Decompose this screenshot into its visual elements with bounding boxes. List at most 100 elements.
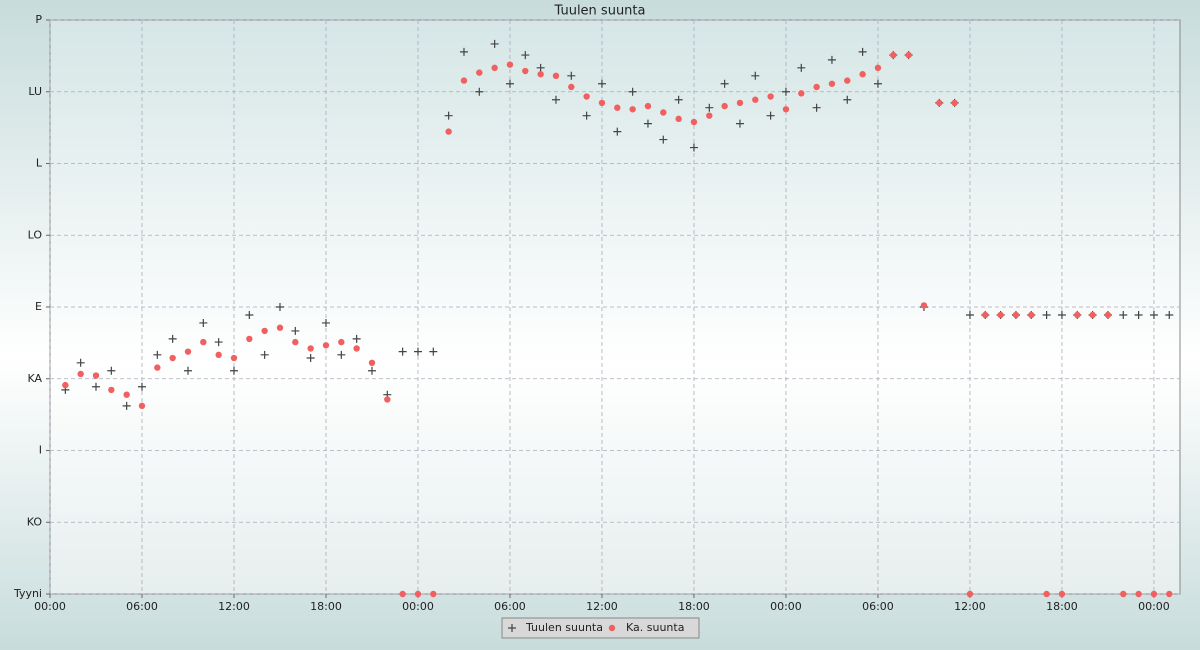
dot-marker: [966, 590, 974, 598]
y-tick-label: L: [36, 157, 43, 170]
x-tick-label: 18:00: [678, 600, 710, 613]
dot-marker: [353, 345, 360, 352]
dot-marker: [292, 338, 299, 346]
y-tick-label: KO: [27, 515, 43, 528]
dot-marker: [169, 354, 176, 362]
dot-marker: [844, 77, 851, 84]
dot-marker: [1150, 590, 1158, 598]
plus-marker: [613, 127, 622, 136]
plus-marker: [122, 401, 131, 410]
plus-marker: [720, 79, 729, 88]
dot-marker: [813, 83, 820, 91]
plus-marker: [1149, 310, 1158, 319]
dot-marker: [184, 348, 192, 355]
dot-marker: [1058, 590, 1066, 598]
legend-label: Ka. suunta: [626, 621, 684, 634]
x-tick-label: 12:00: [954, 600, 986, 613]
x-tick-label: 12:00: [218, 600, 250, 613]
plus-marker: [1119, 310, 1128, 319]
dot-marker: [1074, 311, 1081, 319]
plus-marker: [214, 338, 223, 347]
dot-marker: [338, 338, 345, 346]
plus-marker: [459, 47, 468, 56]
x-tick-label: 18:00: [310, 600, 342, 613]
y-tick-label: Tyyni: [13, 587, 42, 600]
x-tick-label: 06:00: [126, 600, 158, 613]
y-tick-label: E: [35, 300, 42, 313]
plus-marker: [812, 103, 821, 112]
dot-marker: [598, 99, 606, 107]
dot-marker: [322, 342, 330, 349]
dot-marker: [92, 372, 100, 379]
plus-marker: [567, 71, 576, 80]
x-tick-label: 12:00: [586, 600, 618, 613]
x-tick-label: 06:00: [862, 600, 894, 613]
plus-marker: [551, 95, 560, 104]
plus-marker: [367, 366, 376, 375]
dot-marker: [752, 96, 759, 103]
x-tick-label: 06:00: [494, 600, 526, 613]
plus-marker: [199, 318, 208, 327]
dot-marker: [736, 99, 744, 107]
y-tick-label: LO: [28, 228, 43, 241]
dot-marker: [828, 80, 836, 87]
dot-marker: [154, 364, 161, 371]
plus-marker: [275, 303, 284, 311]
plus-marker: [1134, 310, 1143, 319]
plus-marker: [582, 111, 591, 120]
plus-marker: [536, 63, 545, 72]
plus-marker: [521, 51, 530, 60]
plus-marker: [76, 358, 85, 367]
plus-marker: [183, 366, 192, 375]
plus-marker: [705, 103, 714, 112]
plus-marker: [858, 47, 867, 56]
dot-marker: [629, 106, 636, 113]
plus-marker: [306, 354, 315, 363]
dot-marker: [905, 51, 912, 59]
dot-marker: [936, 99, 943, 107]
dot-marker: [506, 61, 514, 68]
dot-marker: [1043, 590, 1050, 598]
y-tick-label: I: [39, 444, 42, 457]
plus-marker: [413, 347, 422, 356]
plus-marker: [291, 326, 300, 335]
dot-marker: [108, 386, 115, 394]
dot-marker: [138, 402, 146, 410]
legend-label: Tuulen suunta: [525, 621, 603, 634]
dot-marker: [476, 69, 483, 76]
dot-marker: [721, 102, 728, 110]
plus-marker: [1057, 310, 1066, 319]
dot-marker: [230, 354, 238, 362]
dot-marker: [77, 370, 84, 378]
dot-marker: [782, 106, 790, 113]
plus-marker: [337, 350, 346, 359]
plus-marker: [444, 111, 453, 120]
plus-marker: [965, 310, 974, 319]
dot-marker: [568, 83, 575, 91]
dot-marker: [583, 93, 590, 100]
plus-marker: [827, 55, 836, 64]
dot-marker: [276, 324, 284, 331]
dot-marker: [62, 381, 69, 389]
dot-marker: [1028, 311, 1035, 319]
dot-marker: [491, 64, 498, 72]
plus-marker: [766, 111, 775, 120]
dot-marker: [690, 118, 698, 126]
plus-marker: [781, 87, 790, 96]
plus-marker: [91, 382, 100, 391]
dot-marker: [660, 109, 667, 116]
plus-marker: [843, 95, 852, 104]
plus-marker: [597, 79, 606, 88]
dot-marker: [430, 590, 437, 598]
plus-marker: [260, 350, 269, 359]
dot-marker: [874, 64, 882, 72]
dot-marker: [537, 71, 544, 78]
dot-marker: [614, 104, 621, 111]
dot-marker: [767, 93, 774, 100]
plus-marker: [1165, 310, 1174, 319]
plus-marker: [321, 318, 330, 327]
x-tick-label: 18:00: [1046, 600, 1078, 613]
dot-marker: [890, 51, 897, 59]
plus-marker: [643, 119, 652, 128]
